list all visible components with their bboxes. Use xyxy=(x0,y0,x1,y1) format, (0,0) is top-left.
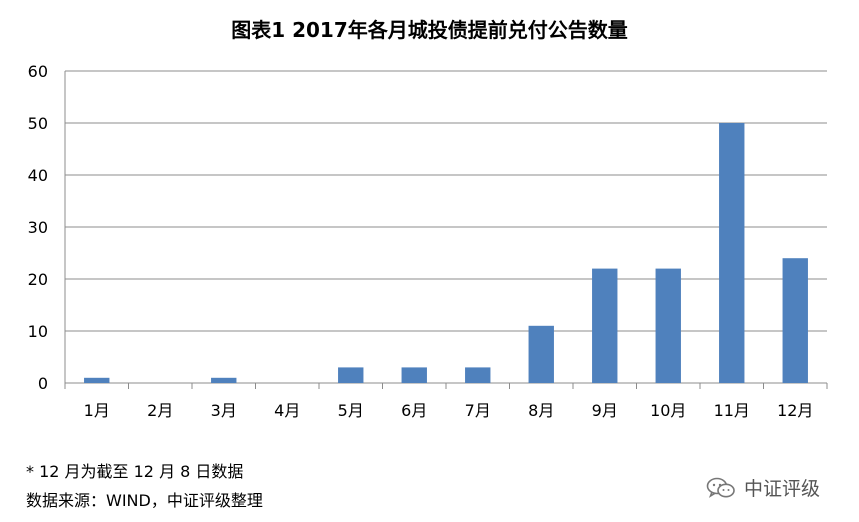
x-tick-label: 7月 xyxy=(465,401,491,420)
x-tick-label: 12月 xyxy=(777,401,813,420)
bar-8 xyxy=(528,325,554,383)
x-tick-label: 3月 xyxy=(211,401,237,420)
wechat-icon xyxy=(706,477,735,498)
x-tick-label: 1月 xyxy=(84,401,110,420)
bar-6 xyxy=(401,367,427,383)
bar-9 xyxy=(592,268,618,383)
footnote-source: 数据来源：WIND，中证评级整理 xyxy=(26,491,263,510)
y-tick-label: 50 xyxy=(28,114,48,133)
x-tick-label: 2月 xyxy=(147,401,173,420)
x-tick-label: 10月 xyxy=(650,401,686,420)
x-tick-label: 11月 xyxy=(714,401,750,420)
y-tick-label: 20 xyxy=(28,270,48,289)
bar-12 xyxy=(782,258,808,383)
bar-chart: 0 10 20 30 40 50 60 1月 2月 3月 4月 5月 6月 7月 8月 9月 10月 11月 12月 xyxy=(28,62,828,420)
brand-name: 中证评级 xyxy=(744,478,821,500)
x-tick-label: 5月 xyxy=(338,401,364,420)
bar-11 xyxy=(719,123,745,383)
y-tick-label: 10 xyxy=(28,322,48,341)
y-tick-label: 30 xyxy=(28,218,48,237)
brand-watermark: 中证评级 xyxy=(706,474,820,501)
x-tick-label: 8月 xyxy=(528,401,554,420)
bar-5 xyxy=(338,367,364,383)
x-tick-label: 4月 xyxy=(274,401,300,420)
bar-7 xyxy=(465,367,491,383)
bar-1 xyxy=(84,377,110,383)
y-tick-label: 40 xyxy=(28,166,48,185)
x-tick-label: 6月 xyxy=(401,401,427,420)
bar-10 xyxy=(655,268,681,383)
y-tick-label: 0 xyxy=(38,374,48,393)
bar-3 xyxy=(211,377,237,383)
chart-title: 图表1 2017年各月城投债提前兑付公告数量 xyxy=(231,18,628,42)
x-tick-label: 9月 xyxy=(592,401,618,420)
footnote-note: * 12 月为截至 12 月 8 日数据 xyxy=(26,462,244,481)
y-tick-label: 60 xyxy=(28,62,48,81)
